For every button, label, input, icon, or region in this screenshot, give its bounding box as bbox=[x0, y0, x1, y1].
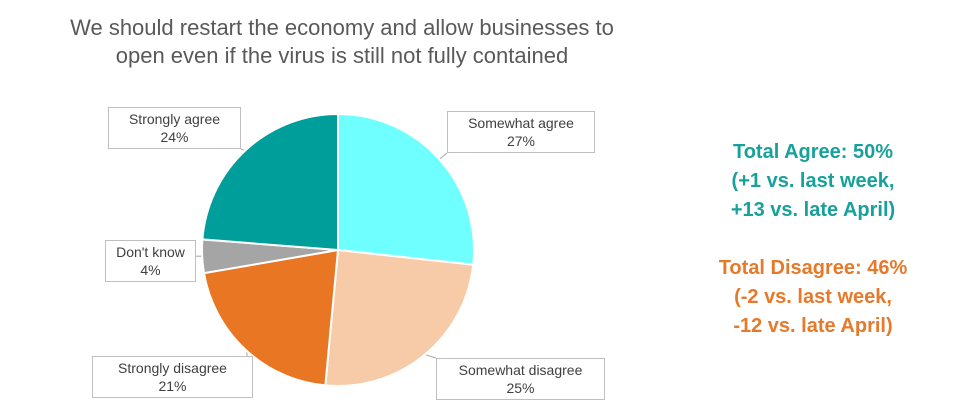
pie-slices bbox=[201, 112, 475, 387]
pie-slice-somewhat-agree bbox=[337, 112, 475, 266]
slice-label: Strongly disagree bbox=[118, 360, 227, 376]
total-agree-line-1: Total Agree: 50% bbox=[732, 141, 894, 163]
slice-label: Somewhat agree bbox=[468, 115, 574, 131]
callout-somewhat-agree: Somewhat agree 27% bbox=[447, 111, 595, 153]
total-disagree-line-2: (-2 vs. last week, bbox=[734, 286, 892, 308]
callout-somewhat-disagree: Somewhat disagree 25% bbox=[436, 358, 605, 400]
total-disagree-line-1: Total Disagree: 46% bbox=[718, 257, 908, 279]
slice-value-label: 21% bbox=[158, 378, 187, 394]
callout-strongly-disagree: Strongly disagree 21% bbox=[92, 356, 253, 398]
total-agree-line-3: +13 vs. late April) bbox=[730, 199, 896, 221]
total-agree-line-2: (+1 vs. last week, bbox=[731, 170, 895, 192]
slice-value-label: 25% bbox=[506, 380, 535, 396]
chart-title: We should restart the economy and allow … bbox=[0, 14, 684, 70]
pie-slice-strongly-agree bbox=[201, 112, 339, 252]
total-disagree-summary: Total Disagree: 46% (-2 vs. last week, -… bbox=[672, 254, 954, 341]
callout-strongly-agree: Strongly agree 24% bbox=[108, 107, 241, 149]
total-disagree-line-3: -12 vs. late April) bbox=[733, 315, 893, 337]
slice-value-label: 4% bbox=[140, 262, 161, 278]
chart-title-line-1: We should restart the economy and allow … bbox=[70, 15, 614, 40]
pie-slice-strongly-disagree bbox=[202, 248, 340, 387]
slice-label: Don't know bbox=[116, 244, 185, 260]
slice-label: Somewhat disagree bbox=[458, 362, 583, 378]
slice-value-label: 27% bbox=[506, 133, 536, 149]
pie-slice-somewhat-disagree bbox=[324, 248, 475, 387]
slice-value-label: 24% bbox=[160, 129, 189, 145]
total-agree-summary: Total Agree: 50% (+1 vs. last week, +13 … bbox=[672, 138, 954, 225]
slice-label: Strongly agree bbox=[128, 111, 221, 127]
callout-dont-know: Don't know 4% bbox=[105, 240, 196, 282]
chart-title-line-2: open even if the virus is still not full… bbox=[115, 43, 569, 68]
